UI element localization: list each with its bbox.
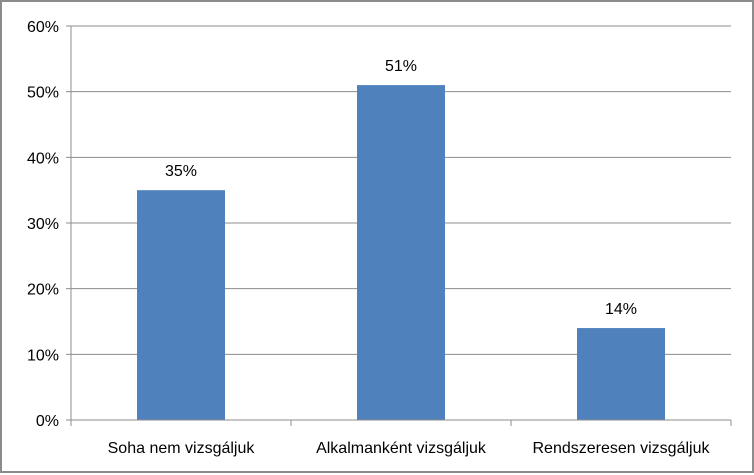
x-axis: Soha nem vizsgáljuk Alkalmanként vizsgálj… [70,26,732,457]
data-label: 35% [165,163,197,180]
y-tick-label: 30% [27,216,59,233]
y-tick-label: 40% [27,150,59,167]
bar [577,328,665,420]
y-tick-label: 20% [27,282,59,299]
y-tick-label: 50% [27,85,59,102]
bar [137,190,225,420]
category-label: Rendszeresen vizsgáljuk [533,440,711,457]
category-label: Soha nem vizsgáljuk [108,440,256,457]
bars [137,85,665,420]
data-labels: 35% 51% 14% [165,58,637,318]
y-tick-label: 10% [27,347,59,364]
data-label: 51% [385,58,417,75]
y-tick-label: 60% [27,19,59,36]
y-axis-ticks: 0% 10% 20% 30% 40% 50% 60% [27,19,71,430]
category-label: Alkalmanként vizsgáljuk [316,440,487,457]
data-label: 14% [605,301,637,318]
bar [357,85,445,420]
y-tick-label: 0% [36,413,59,430]
